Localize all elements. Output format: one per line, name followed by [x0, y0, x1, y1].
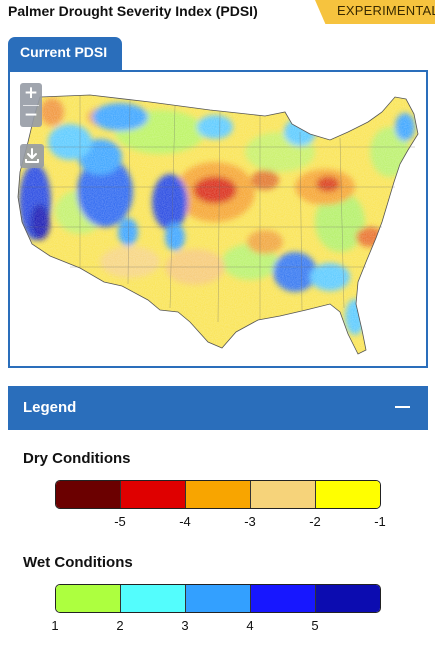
dry-swatch: [251, 481, 316, 508]
dry-tick-label: -5: [114, 514, 126, 529]
zoom-divider: [23, 105, 39, 106]
wet-swatch: [186, 585, 251, 612]
wet-swatch: [251, 585, 316, 612]
dry-swatch: [316, 481, 380, 508]
pdsi-map[interactable]: [10, 72, 426, 366]
dry-tick-label: -4: [179, 514, 191, 529]
zoom-out-button[interactable]: −: [23, 105, 39, 125]
legend-header[interactable]: Legend: [8, 386, 428, 430]
wet-swatch: [316, 585, 380, 612]
wet-tick-label: 5: [311, 618, 319, 633]
tab-current-pdsi[interactable]: Current PDSI: [8, 37, 122, 70]
wet-color-scale: [55, 584, 381, 613]
download-icon: [25, 148, 39, 163]
zoom-in-button[interactable]: +: [23, 83, 39, 103]
dry-tick-label: -3: [244, 514, 256, 529]
dry-color-scale: [55, 480, 381, 509]
wet-tick-label: 1: [51, 618, 59, 633]
experimental-badge: EXPERIMENTAL: [315, 0, 435, 24]
wet-swatch: [121, 585, 186, 612]
header: Palmer Drought Severity Index (PDSI) EXP…: [0, 0, 435, 26]
dry-tick-label: -1: [374, 514, 386, 529]
wet-swatch: [56, 585, 121, 612]
experimental-badge-label: EXPERIMENTAL: [337, 3, 435, 18]
minus-icon: [395, 406, 410, 408]
legend-title: Legend: [23, 399, 77, 416]
dry-swatch: [186, 481, 251, 508]
wet-tick-label: 3: [181, 618, 189, 633]
dry-swatch: [121, 481, 186, 508]
page-title: Palmer Drought Severity Index (PDSI): [8, 3, 258, 19]
wet-tick-label: 4: [246, 618, 254, 633]
zoom-control: + −: [20, 83, 42, 127]
dry-tick-label: -2: [309, 514, 321, 529]
legend-collapse-button[interactable]: [386, 394, 418, 422]
wet-tick-label: 2: [116, 618, 124, 633]
dry-conditions-title: Dry Conditions: [23, 450, 131, 467]
dry-swatch: [56, 481, 121, 508]
map-panel[interactable]: + −: [8, 70, 428, 368]
download-button[interactable]: [20, 144, 44, 168]
wet-conditions-title: Wet Conditions: [23, 554, 133, 571]
